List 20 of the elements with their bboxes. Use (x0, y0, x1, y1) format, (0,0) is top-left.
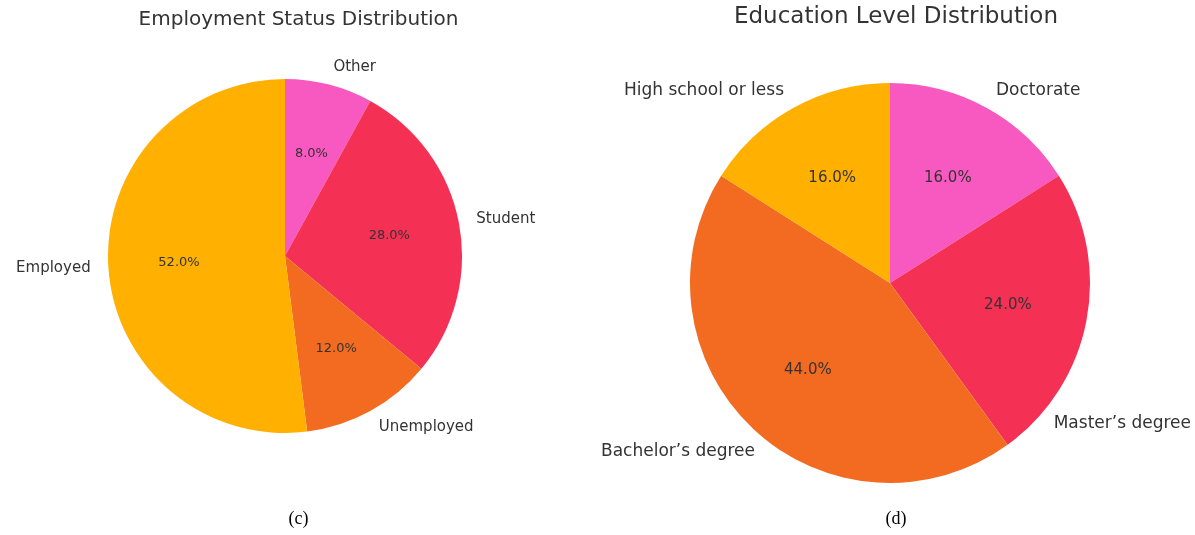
data-label: 28.0% (368, 227, 410, 243)
slice-label: High school or less (623, 78, 785, 99)
data-label: 44.0% (784, 360, 832, 379)
data-label: 52.0% (158, 254, 200, 270)
data-label: 8.0% (294, 144, 328, 160)
slice-label: Employed (16, 258, 91, 277)
slice-label: Bachelor’s degree (601, 440, 756, 461)
slice-label: Student (476, 209, 536, 228)
slice-label: Unemployed (378, 416, 474, 435)
slice-label: Doctorate (995, 78, 1081, 99)
data-label: 16.0% (923, 167, 972, 186)
data-label: 16.0% (808, 167, 857, 186)
data-label: 24.0% (984, 295, 1032, 314)
text: (d) (884, 508, 908, 529)
data-label: 12.0% (315, 340, 357, 356)
slice-label: Other (333, 57, 377, 76)
text: (c) (287, 508, 310, 529)
chart-title: Education Level Distribution (733, 2, 1059, 28)
slice-label: Master’s degree (1053, 412, 1191, 433)
chart-title: Employment Status Distribution (137, 6, 460, 30)
